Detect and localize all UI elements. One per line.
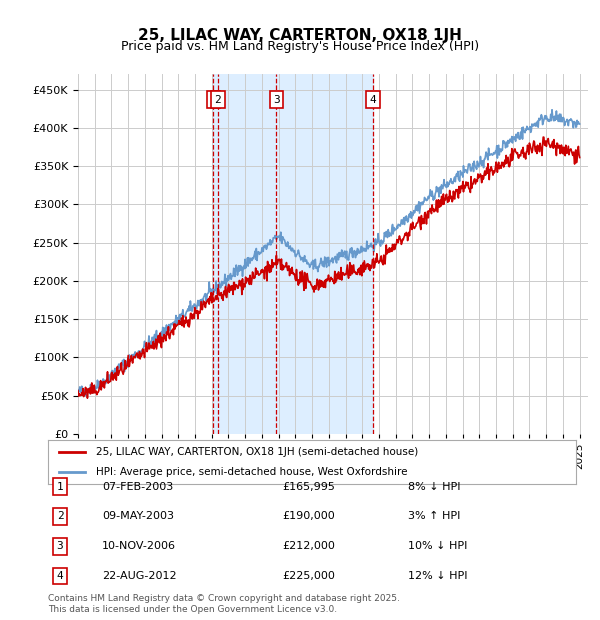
Text: 3% ↑ HPI: 3% ↑ HPI <box>408 512 460 521</box>
Text: 10-NOV-2006: 10-NOV-2006 <box>102 541 176 551</box>
Text: 25, LILAC WAY, CARTERTON, OX18 1JH: 25, LILAC WAY, CARTERTON, OX18 1JH <box>138 28 462 43</box>
Text: Contains HM Land Registry data © Crown copyright and database right 2025.
This d: Contains HM Land Registry data © Crown c… <box>48 595 400 614</box>
Bar <box>277 74 373 434</box>
Text: 22-AUG-2012: 22-AUG-2012 <box>102 571 176 581</box>
Bar <box>214 74 218 434</box>
Text: 2: 2 <box>56 512 64 521</box>
Text: 12% ↓ HPI: 12% ↓ HPI <box>408 571 467 581</box>
Text: Price paid vs. HM Land Registry's House Price Index (HPI): Price paid vs. HM Land Registry's House … <box>121 40 479 53</box>
Text: 8% ↓ HPI: 8% ↓ HPI <box>408 482 461 492</box>
Text: £190,000: £190,000 <box>282 512 335 521</box>
Text: 1: 1 <box>210 95 217 105</box>
Text: £212,000: £212,000 <box>282 541 335 551</box>
Text: 1: 1 <box>56 482 64 492</box>
Text: 07-FEB-2003: 07-FEB-2003 <box>102 482 173 492</box>
Text: 4: 4 <box>56 571 64 581</box>
Text: £165,995: £165,995 <box>282 482 335 492</box>
Bar <box>218 74 277 434</box>
Text: 3: 3 <box>273 95 280 105</box>
Text: 3: 3 <box>56 541 64 551</box>
Text: 25, LILAC WAY, CARTERTON, OX18 1JH (semi-detached house): 25, LILAC WAY, CARTERTON, OX18 1JH (semi… <box>95 447 418 457</box>
Text: 2: 2 <box>215 95 221 105</box>
Text: 09-MAY-2003: 09-MAY-2003 <box>102 512 174 521</box>
Text: 4: 4 <box>370 95 377 105</box>
Text: 10% ↓ HPI: 10% ↓ HPI <box>408 541 467 551</box>
Text: HPI: Average price, semi-detached house, West Oxfordshire: HPI: Average price, semi-detached house,… <box>95 467 407 477</box>
Text: £225,000: £225,000 <box>282 571 335 581</box>
